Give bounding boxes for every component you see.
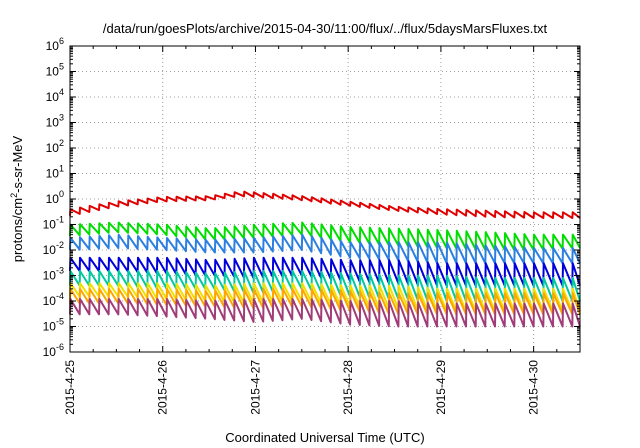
x-tick-label: 2015-4-28 [341,360,355,415]
y-tick-label: 106 [46,36,64,53]
x-tick-label: 2015-4-27 [248,360,262,415]
y-tick-label: 10-5 [43,317,64,334]
y-tick-label: 10-3 [43,266,64,283]
y-tick-label: 101 [46,164,64,181]
y-tick-label: 105 [46,62,64,79]
y-tick-label: 10-1 [43,215,64,232]
y-axis-label: protons/cm2-s-sr-MeV [9,135,25,262]
x-tick-label: 2015-4-26 [156,360,170,415]
y-tick-label: 10-2 [43,240,64,257]
chart-title: /data/run/goesPlots/archive/2015-04-30/1… [103,21,548,36]
y-tick-label: 102 [46,138,64,155]
x-tick-labels: 2015-4-25 2015-4-26 2015-4-27 2015-4-28 2015… [63,360,541,415]
axis-ticks [69,45,580,353]
y-tick-labels: 10-6 10-5 10-4 10-3 10-2 10-1 100 101 102 103 104 1… [43,36,64,359]
x-tick-label: 2015-4-29 [434,360,448,415]
y-tick-label: 103 [46,113,64,130]
x-tick-label: 2015-4-30 [527,360,541,415]
y-tick-label: 10-6 [43,342,64,359]
series-line-3 [69,233,581,265]
data-series [69,190,581,328]
series-line-1 [69,190,581,219]
series-line-8 [69,298,581,328]
x-tick-label: 2015-4-25 [63,360,77,415]
y-tick-label: 104 [46,87,64,104]
y-tick-label: 10-4 [43,291,64,308]
x-axis-label: Coordinated Universal Time (UTC) [225,430,424,445]
y-tick-label: 100 [46,189,64,206]
series-line-2 [69,221,581,251]
